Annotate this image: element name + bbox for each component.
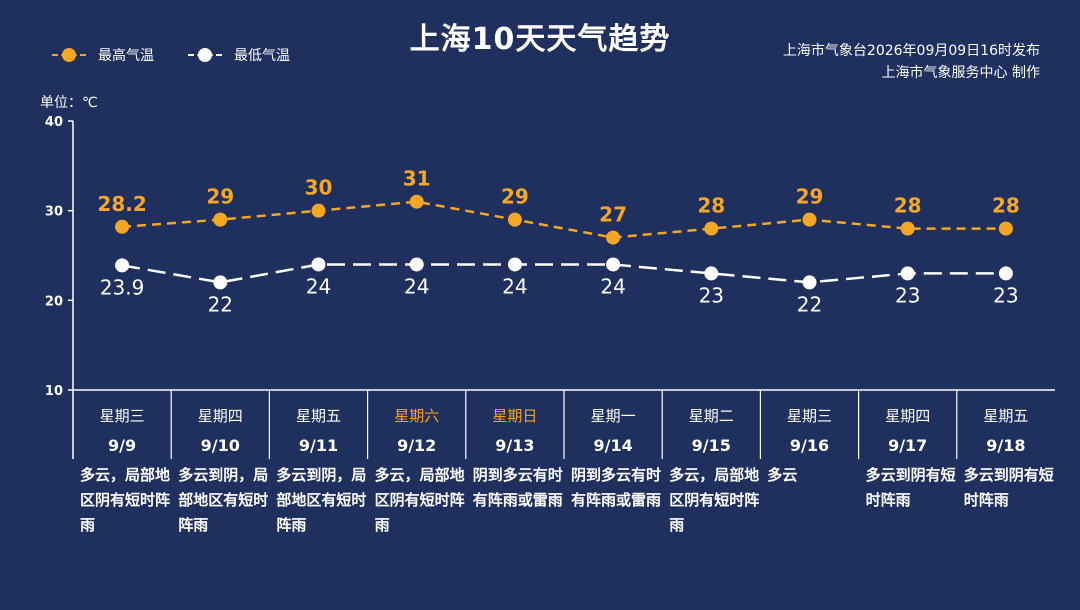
data-point-low xyxy=(606,257,621,272)
data-point-low xyxy=(802,275,817,290)
weather-description: 多云 xyxy=(767,466,798,484)
weather-description: 多云到阴有短时阵雨 xyxy=(963,466,1054,509)
data-point-high xyxy=(704,221,719,236)
data-label-low: 23.9 xyxy=(100,275,145,299)
data-point-high xyxy=(606,230,621,245)
unit-label: 单位：℃ xyxy=(40,95,98,111)
data-label-low: 22 xyxy=(208,292,233,316)
weekday-label: 星期六 xyxy=(394,407,439,425)
date-label: 9/9 xyxy=(108,436,136,455)
weekday-label: 星期三 xyxy=(100,407,145,425)
legend-item-high: 最高气温 xyxy=(52,45,154,65)
data-label-low: 24 xyxy=(600,274,625,298)
legend-item-low: 最低气温 xyxy=(188,45,290,65)
legend-swatch-low xyxy=(188,47,222,63)
date-label: 9/10 xyxy=(201,436,240,455)
data-label-low: 24 xyxy=(306,274,331,298)
weekday-label: 星期三 xyxy=(787,407,832,425)
weekday-label: 星期四 xyxy=(885,407,930,425)
date-label: 9/14 xyxy=(593,436,632,455)
data-label-low: 23 xyxy=(699,283,724,307)
data-point-low xyxy=(704,266,719,281)
data-point-high xyxy=(311,203,326,218)
date-label: 9/12 xyxy=(397,436,436,455)
date-label: 9/16 xyxy=(790,436,829,455)
data-point-high xyxy=(115,219,130,234)
data-label-low: 24 xyxy=(502,274,527,298)
data-point-high xyxy=(998,221,1013,236)
data-label-high: 28.2 xyxy=(97,192,146,216)
data-point-low xyxy=(409,257,424,272)
weekday-label: 星期一 xyxy=(591,407,636,425)
data-label-low: 23 xyxy=(993,283,1018,307)
weekday-label: 星期二 xyxy=(689,407,734,425)
source-info: 上海市气象台2026年09月09日16时发布 上海市气象服务中心 制作 xyxy=(783,40,1040,84)
weekday-label: 星期五 xyxy=(983,407,1028,425)
data-label-high: 28 xyxy=(992,194,1020,218)
data-point-low xyxy=(900,266,915,281)
date-label: 9/15 xyxy=(692,436,731,455)
series-line-low xyxy=(121,263,1006,284)
data-point-high xyxy=(213,212,228,227)
data-label-low: 23 xyxy=(895,283,920,307)
weather-description: 多云，局部地区阴有短时阵雨 xyxy=(80,466,171,534)
weather-description: 多云到阴，局部地区有短时阵雨 xyxy=(178,466,269,534)
data-point-high xyxy=(802,212,817,227)
data-point-low xyxy=(115,258,130,273)
data-label-high: 27 xyxy=(599,203,627,227)
source-line-producer: 上海市气象服务中心 制作 xyxy=(881,65,1040,81)
weather-description: 多云到阴有短时阵雨 xyxy=(865,466,956,509)
date-label: 9/13 xyxy=(495,436,534,455)
data-label-high: 28 xyxy=(697,194,725,218)
weather-description: 多云到阴，局部地区有短时阵雨 xyxy=(276,466,367,534)
legend-label-high: 最高气温 xyxy=(98,48,154,64)
page-title: 上海10天天气趋势 xyxy=(409,22,671,57)
data-label-low: 22 xyxy=(797,292,822,316)
data-label-high: 29 xyxy=(206,185,234,209)
date-label: 9/17 xyxy=(888,436,927,455)
weather-description: 阴到多云有时有阵雨或雷雨 xyxy=(472,466,563,509)
data-point-high xyxy=(409,194,424,209)
source-line-issued: 上海市气象台2026年09月09日16时发布 xyxy=(782,43,1040,59)
date-label: 9/18 xyxy=(986,436,1025,455)
weekday-label: 星期日 xyxy=(492,407,537,425)
y-tick-label-10: 10 xyxy=(45,384,63,399)
data-label-high: 28 xyxy=(894,194,922,218)
date-label: 9/11 xyxy=(299,436,338,455)
data-label-high: 31 xyxy=(403,167,431,191)
series-line-high xyxy=(122,200,1006,239)
data-point-low xyxy=(311,257,326,272)
data-point-high xyxy=(507,212,522,227)
data-point-low xyxy=(507,257,522,272)
chart-legend: 最高气温 最低气温 xyxy=(52,44,324,66)
weekday-label: 星期四 xyxy=(198,407,243,425)
y-tick-label-40: 40 xyxy=(45,115,63,130)
weather-description: 阴到多云有时有阵雨或雷雨 xyxy=(571,466,662,509)
data-point-low xyxy=(213,275,228,290)
data-label-low: 24 xyxy=(404,274,429,298)
legend-swatch-high xyxy=(52,47,86,63)
data-label-high: 29 xyxy=(796,185,824,209)
legend-label-low: 最低气温 xyxy=(234,48,290,64)
data-label-high: 30 xyxy=(305,176,333,200)
weekday-label: 星期五 xyxy=(296,407,341,425)
y-tick-label-20: 20 xyxy=(45,294,63,309)
data-point-low xyxy=(998,266,1013,281)
data-label-high: 29 xyxy=(501,185,529,209)
y-tick-label-30: 30 xyxy=(45,205,63,220)
data-point-high xyxy=(900,221,915,236)
weather-description: 多云，局部地区阴有短时阵雨 xyxy=(669,466,760,534)
weather-description: 多云，局部地区阴有短时阵雨 xyxy=(374,466,465,534)
